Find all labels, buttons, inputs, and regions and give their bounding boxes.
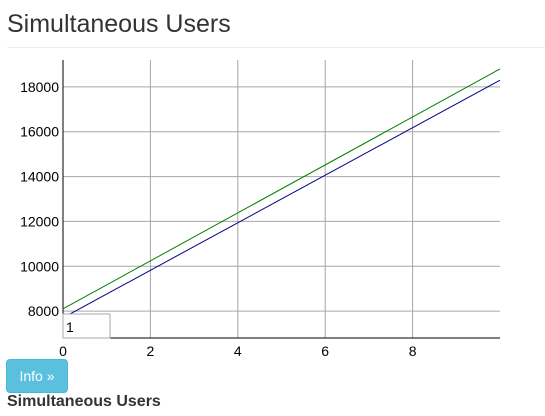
title-divider (7, 47, 545, 48)
axes (62, 60, 500, 339)
overlay-box[interactable]: 1 (62, 313, 111, 339)
x-tick-label: 4 (234, 343, 242, 359)
series-line-2 (62, 79, 501, 319)
x-tick-label: 8 (409, 343, 417, 359)
grid (63, 60, 500, 338)
chart-svg: 8000 10000 12000 14000 16000 18000 0 2 4 6 8 1 (20, 60, 501, 359)
y-tick-label: 12000 (20, 213, 59, 229)
overlay-input-box[interactable] (62, 313, 111, 339)
line-chart: 8000 10000 12000 14000 16000 18000 0 2 4 6 8 1 (0, 50, 545, 360)
series-lines (62, 68, 501, 319)
x-tick-label: 6 (321, 343, 329, 359)
y-tick-label: 16000 (20, 124, 59, 140)
y-tick-label: 14000 (20, 169, 59, 185)
section-label: Simultaneous Users (7, 393, 161, 410)
x-tick-label: 2 (147, 343, 155, 359)
y-tick-label: 10000 (20, 258, 59, 274)
x-tick-label: 0 (59, 343, 67, 359)
y-tick-label: 8000 (28, 303, 59, 319)
overlay-input-value: 1 (66, 319, 74, 335)
page-title: Simultaneous Users (7, 10, 231, 38)
y-tick-label: 18000 (20, 79, 59, 95)
info-button[interactable]: Info » (6, 359, 68, 393)
tick-labels: 8000 10000 12000 14000 16000 18000 0 2 4 6 8 (20, 79, 417, 359)
series-line-1 (62, 68, 501, 310)
